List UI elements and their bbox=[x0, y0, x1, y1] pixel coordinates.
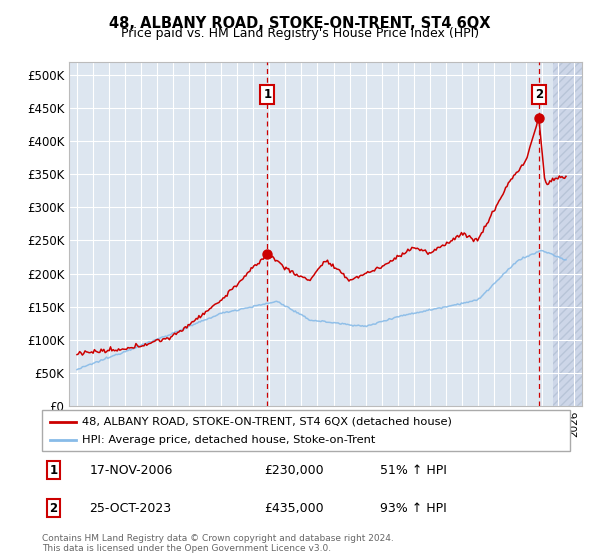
Text: 2: 2 bbox=[535, 88, 543, 101]
Text: £435,000: £435,000 bbox=[264, 502, 323, 515]
Text: 51% ↑ HPI: 51% ↑ HPI bbox=[380, 464, 447, 477]
Bar bbox=[553, 62, 582, 406]
Text: 17-NOV-2006: 17-NOV-2006 bbox=[89, 464, 173, 477]
Text: 25-OCT-2023: 25-OCT-2023 bbox=[89, 502, 172, 515]
Text: 1: 1 bbox=[50, 464, 58, 477]
Text: Contains HM Land Registry data © Crown copyright and database right 2024.
This d: Contains HM Land Registry data © Crown c… bbox=[42, 534, 394, 553]
Text: 2: 2 bbox=[50, 502, 58, 515]
FancyBboxPatch shape bbox=[42, 410, 570, 451]
Text: £230,000: £230,000 bbox=[264, 464, 323, 477]
Text: 93% ↑ HPI: 93% ↑ HPI bbox=[380, 502, 446, 515]
Text: 48, ALBANY ROAD, STOKE-ON-TRENT, ST4 6QX (detached house): 48, ALBANY ROAD, STOKE-ON-TRENT, ST4 6QX… bbox=[82, 417, 451, 427]
Text: Price paid vs. HM Land Registry's House Price Index (HPI): Price paid vs. HM Land Registry's House … bbox=[121, 27, 479, 40]
Text: 1: 1 bbox=[263, 88, 272, 101]
Text: 48, ALBANY ROAD, STOKE-ON-TRENT, ST4 6QX: 48, ALBANY ROAD, STOKE-ON-TRENT, ST4 6QX bbox=[109, 16, 491, 31]
Text: HPI: Average price, detached house, Stoke-on-Trent: HPI: Average price, detached house, Stok… bbox=[82, 435, 375, 445]
